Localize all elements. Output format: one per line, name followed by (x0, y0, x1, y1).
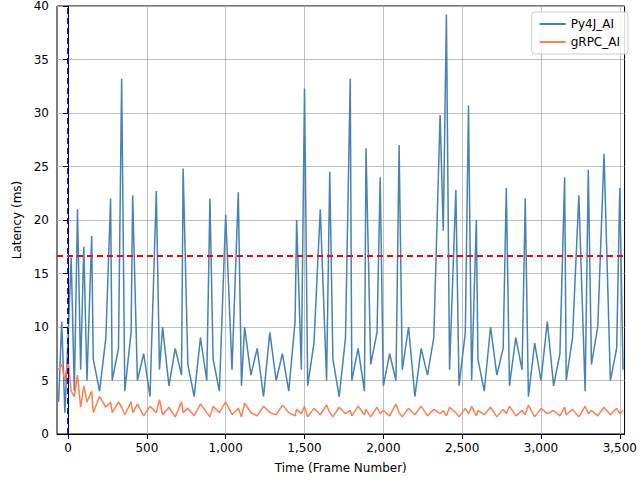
svg-text:1,000: 1,000 (209, 441, 243, 455)
svg-text:500: 500 (135, 441, 158, 455)
svg-text:3,500: 3,500 (603, 441, 637, 455)
svg-text:2,500: 2,500 (445, 441, 479, 455)
svg-text:3,000: 3,000 (524, 441, 558, 455)
svg-text:Py4J_AI: Py4J_AI (571, 17, 614, 31)
svg-text:40: 40 (34, 0, 49, 13)
svg-text:30: 30 (34, 106, 49, 120)
svg-text:10: 10 (34, 320, 49, 334)
svg-text:2,000: 2,000 (366, 441, 400, 455)
svg-text:1,500: 1,500 (287, 441, 321, 455)
svg-text:Latency (ms): Latency (ms) (10, 181, 24, 260)
svg-text:20: 20 (34, 213, 49, 227)
svg-text:Time (Frame Number): Time (Frame Number) (274, 461, 407, 475)
svg-text:15: 15 (34, 267, 49, 281)
svg-text:0: 0 (64, 441, 72, 455)
svg-text:5: 5 (41, 374, 49, 388)
svg-text:gRPC_AI: gRPC_AI (571, 35, 620, 49)
svg-text:35: 35 (34, 53, 49, 67)
svg-text:25: 25 (34, 160, 49, 174)
svg-text:0: 0 (41, 427, 49, 441)
